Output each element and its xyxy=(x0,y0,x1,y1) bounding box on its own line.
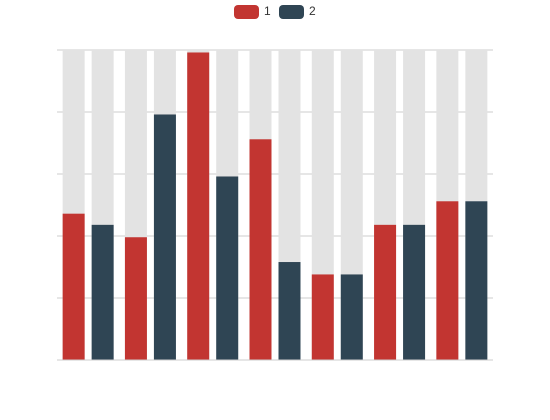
bar xyxy=(187,52,210,360)
bar xyxy=(216,176,239,360)
legend-swatch[interactable] xyxy=(234,5,259,19)
bar xyxy=(91,224,114,360)
bar xyxy=(249,139,272,360)
bar xyxy=(153,114,176,360)
bar xyxy=(403,224,426,360)
bar xyxy=(374,224,397,360)
legend-label[interactable]: 2 xyxy=(309,4,316,18)
bar xyxy=(124,237,147,360)
bar xyxy=(465,201,488,360)
bar xyxy=(278,262,301,360)
legend-label[interactable]: 1 xyxy=(264,4,271,18)
bar xyxy=(311,274,334,360)
bar xyxy=(436,201,459,360)
legend-swatch[interactable] xyxy=(279,5,304,19)
bar xyxy=(62,213,85,360)
bar xyxy=(340,274,363,360)
